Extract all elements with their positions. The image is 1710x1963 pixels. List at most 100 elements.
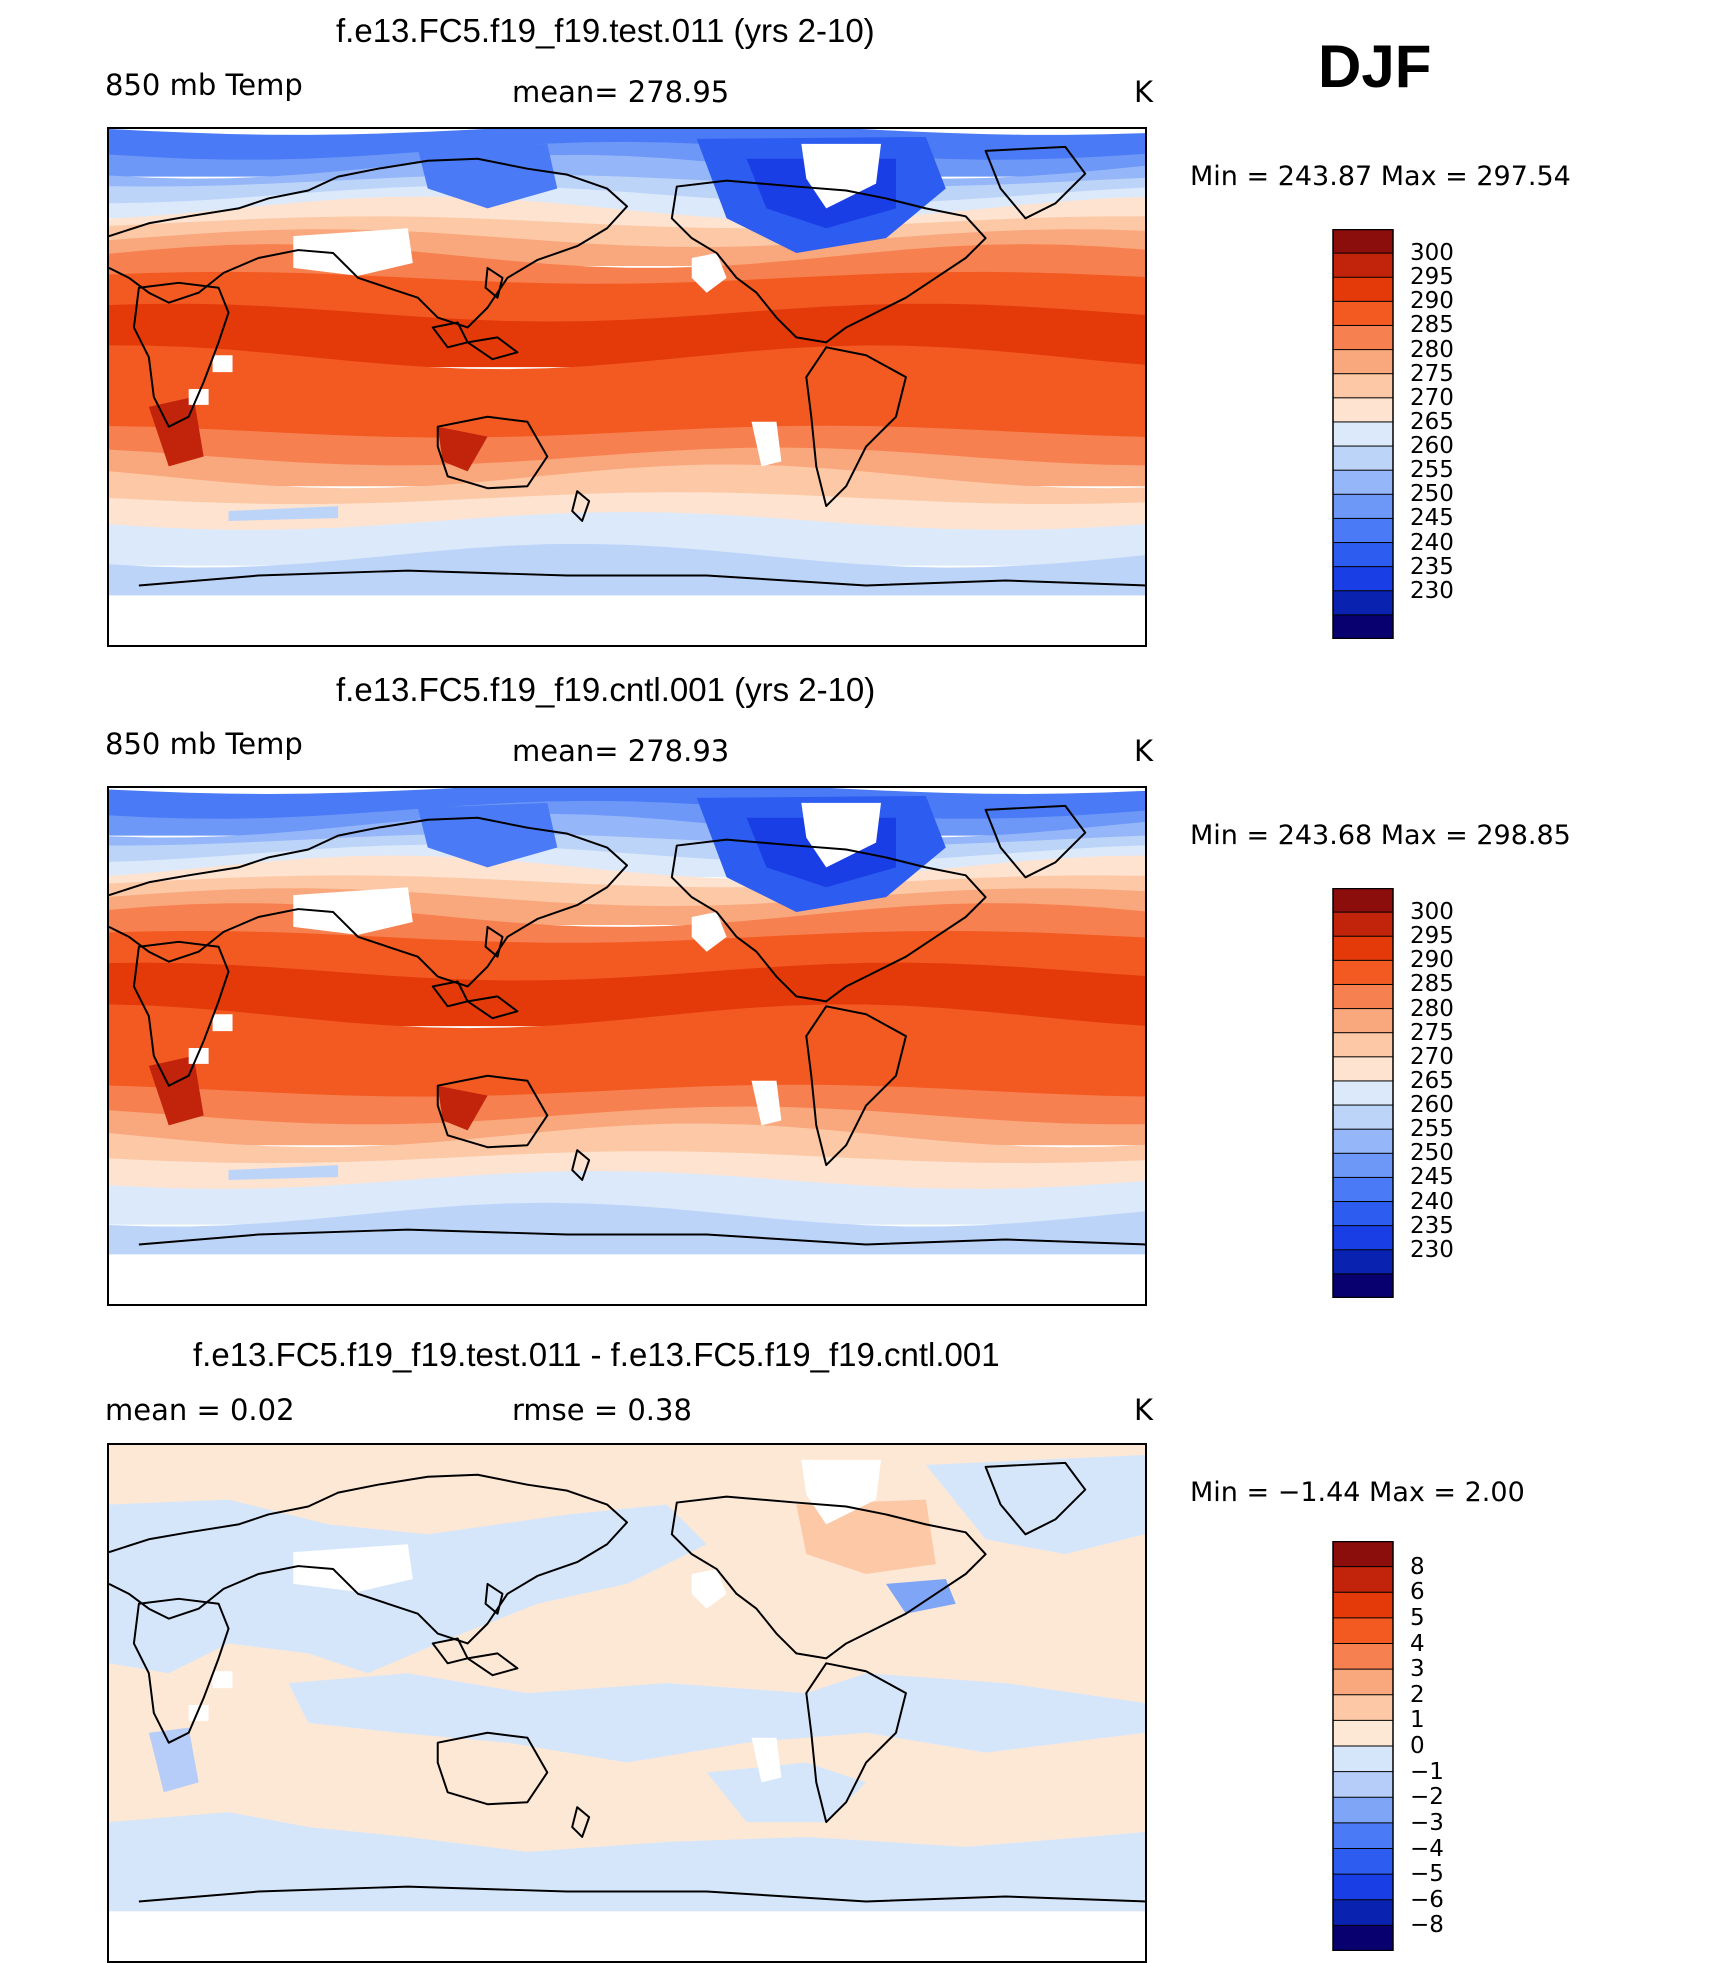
contour-band: [109, 1004, 1145, 1101]
coastline: [436, 1731, 549, 1806]
colorbar-swatch: [1332, 1128, 1394, 1155]
colorbar-swatch: [1332, 1080, 1394, 1107]
colorbar-swatch: [1332, 1152, 1394, 1179]
coastline: [670, 179, 987, 344]
colorbar-tick-label: 300: [1410, 899, 1454, 926]
panel-1-map: [107, 127, 1147, 647]
colorbar-swatch: [1332, 935, 1394, 962]
colorbar-tick-label: 290: [1410, 288, 1454, 315]
colorbar-tick-label: 3: [1410, 1656, 1425, 1683]
colorbar-swatch: [1332, 614, 1394, 639]
coastlines: [109, 1461, 1145, 1903]
colorbar-swatch: [1332, 1643, 1394, 1671]
coastline: [984, 145, 1087, 220]
island-outline: [484, 925, 504, 958]
coastline: [984, 804, 1087, 879]
missing-data-area: [801, 802, 882, 868]
colorbar-tick-label: 230: [1410, 1236, 1454, 1263]
colorbar-swatch: [1332, 252, 1394, 279]
island-outline: [466, 1652, 519, 1677]
colorbar-tick-label: 235: [1410, 1212, 1454, 1239]
colorbar-tick-label: 290: [1410, 947, 1454, 974]
coastline: [436, 415, 549, 490]
panel-2-minmax: Min = 243.68 Max = 298.85: [1190, 820, 1571, 851]
colorbar-swatch: [1332, 1056, 1394, 1082]
panel-1-title: f.e13.FC5.f19_f19.test.011 (yrs 2-10): [336, 12, 875, 49]
missing-data-area: [691, 1569, 727, 1609]
colorbar-tick-label: 250: [1410, 481, 1454, 508]
colorbar-tick-label: 295: [1410, 923, 1454, 950]
colorbar-tick-label: 5: [1410, 1604, 1425, 1631]
island-outline: [571, 490, 591, 522]
contour-band: [109, 464, 1145, 509]
colorbar-tick-label: 280: [1410, 995, 1454, 1022]
colorbar-tick-label: 260: [1410, 433, 1454, 460]
missing-data-area: [188, 1704, 209, 1721]
coastline: [138, 569, 1145, 587]
missing-data-area: [212, 355, 233, 373]
island-outline: [484, 1582, 504, 1615]
colorbar-swatch: [1332, 1008, 1394, 1034]
panel-2-map: [107, 786, 1147, 1306]
contour-band: [109, 492, 1145, 531]
contour-band: [109, 1123, 1145, 1168]
colorbar-tick-label: 270: [1410, 1043, 1454, 1070]
colorbar-swatch: [1332, 1873, 1394, 1901]
colorbar-swatch: [1332, 959, 1394, 986]
colorbar-tick-label: 240: [1410, 1188, 1454, 1215]
contour-band: [109, 512, 1145, 566]
colorbar-tick-label: 270: [1410, 384, 1454, 411]
contour-band: [109, 1499, 707, 1674]
colorbar-swatch: [1332, 566, 1394, 592]
coastline: [805, 1005, 907, 1167]
colorbar-swatch: [1332, 1104, 1394, 1131]
colorbar-tick-label: −6: [1410, 1886, 1444, 1913]
coastline: [109, 816, 628, 988]
colorbar-swatch: [1332, 1176, 1394, 1203]
colorbar-swatch: [1332, 493, 1394, 520]
missing-data-area: [212, 1671, 233, 1689]
missing-data-area: [188, 388, 209, 405]
coastline: [984, 1461, 1087, 1536]
missing-data-area: [109, 1911, 1145, 1961]
colorbar-tick-label: 280: [1410, 336, 1454, 363]
colorbar-swatch: [1332, 1273, 1394, 1298]
colorbar-tick-label: −8: [1410, 1912, 1444, 1939]
coastline: [670, 1495, 987, 1660]
contour-band: [925, 1454, 1145, 1555]
colorbar-swatch: [1332, 542, 1394, 568]
colorbar-tick-label: 260: [1410, 1092, 1454, 1119]
colorbar-swatch: [1332, 1201, 1394, 1227]
panel-2-mean: mean= 278.93: [512, 734, 730, 768]
colorbar-tick-label: 295: [1410, 264, 1454, 291]
colorbar-tick-label: 265: [1410, 1067, 1454, 1094]
contour-band: [109, 1171, 1145, 1225]
colorbar-swatch: [1332, 888, 1394, 914]
panel-3-title: f.e13.FC5.f19_f19.test.011 - f.e13.FC5.f…: [193, 1336, 1000, 1373]
colorbar-swatch: [1332, 1719, 1394, 1747]
coastline: [138, 1885, 1145, 1903]
colorbar-swatch: [1332, 1822, 1394, 1850]
coastline: [132, 940, 230, 1087]
colorbar-swatch: [1332, 397, 1394, 423]
colorbar-swatch: [1332, 1541, 1394, 1568]
contour-band: [228, 1165, 339, 1180]
missing-data-area: [109, 1254, 1145, 1304]
contour-band: [437, 1085, 488, 1131]
colorbar-tick-label: 235: [1410, 553, 1454, 580]
colorbar-swatch: [1332, 1617, 1394, 1645]
missing-data-area: [751, 421, 782, 467]
contour-band: [467, 1782, 553, 1828]
colorbar-swatch: [1332, 1566, 1394, 1594]
panel-2-variable: 850 mb Temp: [105, 727, 303, 761]
colorbar-swatch: [1332, 1924, 1394, 1951]
panel-3-colorbar: [1332, 1541, 1394, 1951]
colorbar-tick-label: 265: [1410, 408, 1454, 435]
missing-data-area: [691, 912, 727, 952]
missing-data-area: [801, 143, 882, 209]
colorbar-swatch: [1332, 1249, 1394, 1275]
colorbar-tick-label: 2: [1410, 1681, 1425, 1708]
colorbar-swatch: [1332, 1225, 1394, 1251]
coastline: [132, 281, 230, 428]
missing-data-area: [293, 1544, 413, 1592]
